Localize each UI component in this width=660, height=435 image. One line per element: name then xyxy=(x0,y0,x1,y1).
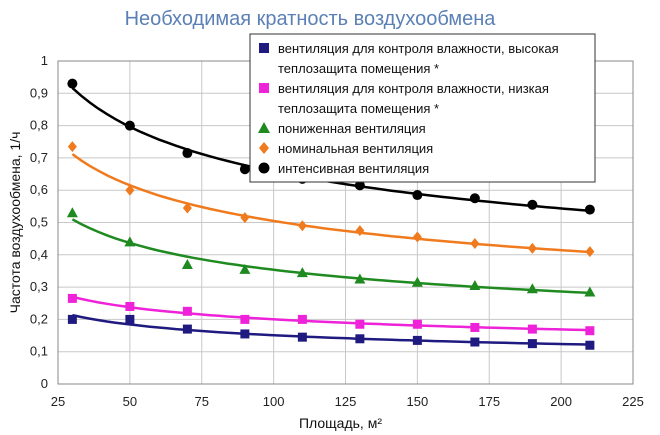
x-tick-labels: 25 50 75 100 125 150 175 200 225 xyxy=(51,394,644,409)
x-tick-label: 150 xyxy=(407,394,429,409)
data-point-series-2 xyxy=(527,324,537,334)
data-point-series-3 xyxy=(354,273,366,284)
y-tick-label: 1 xyxy=(41,53,48,68)
legend-label: теплозащита помещения * xyxy=(278,61,439,76)
y-tick-label: 0,3 xyxy=(30,279,48,294)
data-point-series-4 xyxy=(470,237,480,249)
legend: вентиляция для контроля влажности, высок… xyxy=(249,33,596,183)
legend-label: теплозащита помещения * xyxy=(278,101,439,116)
y-tick-label: 0,4 xyxy=(30,247,48,262)
legend-label: интенсивная вентиляция xyxy=(278,161,429,176)
data-point-series-3 xyxy=(526,283,538,294)
legend-label: пониженная вентиляция xyxy=(278,121,426,136)
legend-marker-series-1 xyxy=(259,43,269,53)
data-point-series-2 xyxy=(125,301,135,311)
x-tick-label: 175 xyxy=(478,394,500,409)
legend-label: вентиляция для контроля влажности, низка… xyxy=(278,81,549,96)
data-point-series-3 xyxy=(584,286,596,297)
data-point-series-5 xyxy=(527,199,538,210)
y-tick-labels: 0 0,1 0,2 0,3 0,4 0,5 0,6 0,7 0,8 0,9 1 xyxy=(30,53,48,391)
data-point-series-3 xyxy=(66,207,78,218)
data-point-series-1 xyxy=(297,332,307,342)
data-points xyxy=(66,78,596,350)
trend-line-series-2 xyxy=(72,295,590,332)
trend-line-series-1 xyxy=(72,313,590,346)
y-tick-label: 0,1 xyxy=(30,344,48,359)
y-tick-label: 0,5 xyxy=(30,215,48,230)
data-point-series-1 xyxy=(67,314,77,324)
legend-box xyxy=(249,33,596,183)
data-point-series-5 xyxy=(182,148,193,159)
trend-line-series-4 xyxy=(71,153,590,254)
legend-marker-series-2 xyxy=(259,83,269,93)
data-point-series-2 xyxy=(355,319,365,329)
data-point-series-1 xyxy=(125,314,135,324)
data-point-series-1 xyxy=(182,324,192,334)
data-point-series-2 xyxy=(470,322,480,332)
chart-title: Необходимая кратность воздухообмена xyxy=(124,8,496,30)
data-point-series-2 xyxy=(585,326,595,336)
data-point-series-1 xyxy=(412,335,422,345)
legend-marker-series-5 xyxy=(258,162,270,174)
data-point-series-1 xyxy=(240,329,250,339)
legend-marker-series-3 xyxy=(258,122,270,133)
y-tick-label: 0,6 xyxy=(30,182,48,197)
data-point-series-3 xyxy=(239,263,251,274)
legend-marker-series-4 xyxy=(259,142,269,154)
y-tick-label: 0 xyxy=(41,376,48,391)
data-point-series-5 xyxy=(354,180,365,191)
legend-label: номинальная вентиляция xyxy=(278,141,433,156)
x-tick-label: 125 xyxy=(335,394,357,409)
data-point-series-4 xyxy=(297,220,307,232)
x-axis-title: Площадь, м² xyxy=(299,415,382,431)
data-point-series-4 xyxy=(527,242,537,254)
y-tick-label: 0,7 xyxy=(30,150,48,165)
data-point-series-4 xyxy=(67,141,77,153)
data-point-series-1 xyxy=(470,337,480,347)
data-point-series-4 xyxy=(585,246,595,258)
data-point-series-5 xyxy=(124,120,135,131)
data-point-series-2 xyxy=(412,319,422,329)
data-point-series-5 xyxy=(584,204,595,215)
data-point-series-2 xyxy=(67,293,77,303)
data-point-series-1 xyxy=(585,340,595,350)
data-point-series-1 xyxy=(355,334,365,344)
data-point-series-5 xyxy=(239,164,250,175)
y-tick-label: 0,8 xyxy=(30,118,48,133)
trend-line-series-3 xyxy=(71,218,590,295)
data-point-series-5 xyxy=(412,190,423,201)
data-point-series-2 xyxy=(297,314,307,324)
data-point-series-4 xyxy=(355,225,365,237)
data-point-series-4 xyxy=(412,231,422,243)
data-point-series-4 xyxy=(125,184,135,196)
data-point-series-4 xyxy=(182,202,192,214)
x-tick-label: 75 xyxy=(195,394,209,409)
x-tick-label: 225 xyxy=(622,394,644,409)
data-point-series-5 xyxy=(469,193,480,204)
y-axis-title: Частота воздухообмена, 1/ч xyxy=(7,132,23,314)
legend-label: вентиляция для контроля влажности, высок… xyxy=(278,41,559,56)
data-point-series-5 xyxy=(67,78,78,89)
y-tick-label: 0,2 xyxy=(30,311,48,326)
data-point-series-3 xyxy=(124,236,136,247)
data-point-series-3 xyxy=(411,276,423,287)
data-point-series-4 xyxy=(240,212,250,224)
x-tick-label: 25 xyxy=(51,394,65,409)
x-tick-label: 200 xyxy=(550,394,572,409)
data-point-series-3 xyxy=(296,267,308,278)
data-point-series-1 xyxy=(527,339,537,349)
x-tick-label: 50 xyxy=(123,394,137,409)
data-point-series-3 xyxy=(469,279,481,290)
data-point-series-2 xyxy=(182,306,192,316)
x-tick-label: 100 xyxy=(263,394,285,409)
data-point-series-2 xyxy=(240,314,250,324)
data-point-series-3 xyxy=(181,258,193,269)
y-tick-label: 0,9 xyxy=(30,85,48,100)
